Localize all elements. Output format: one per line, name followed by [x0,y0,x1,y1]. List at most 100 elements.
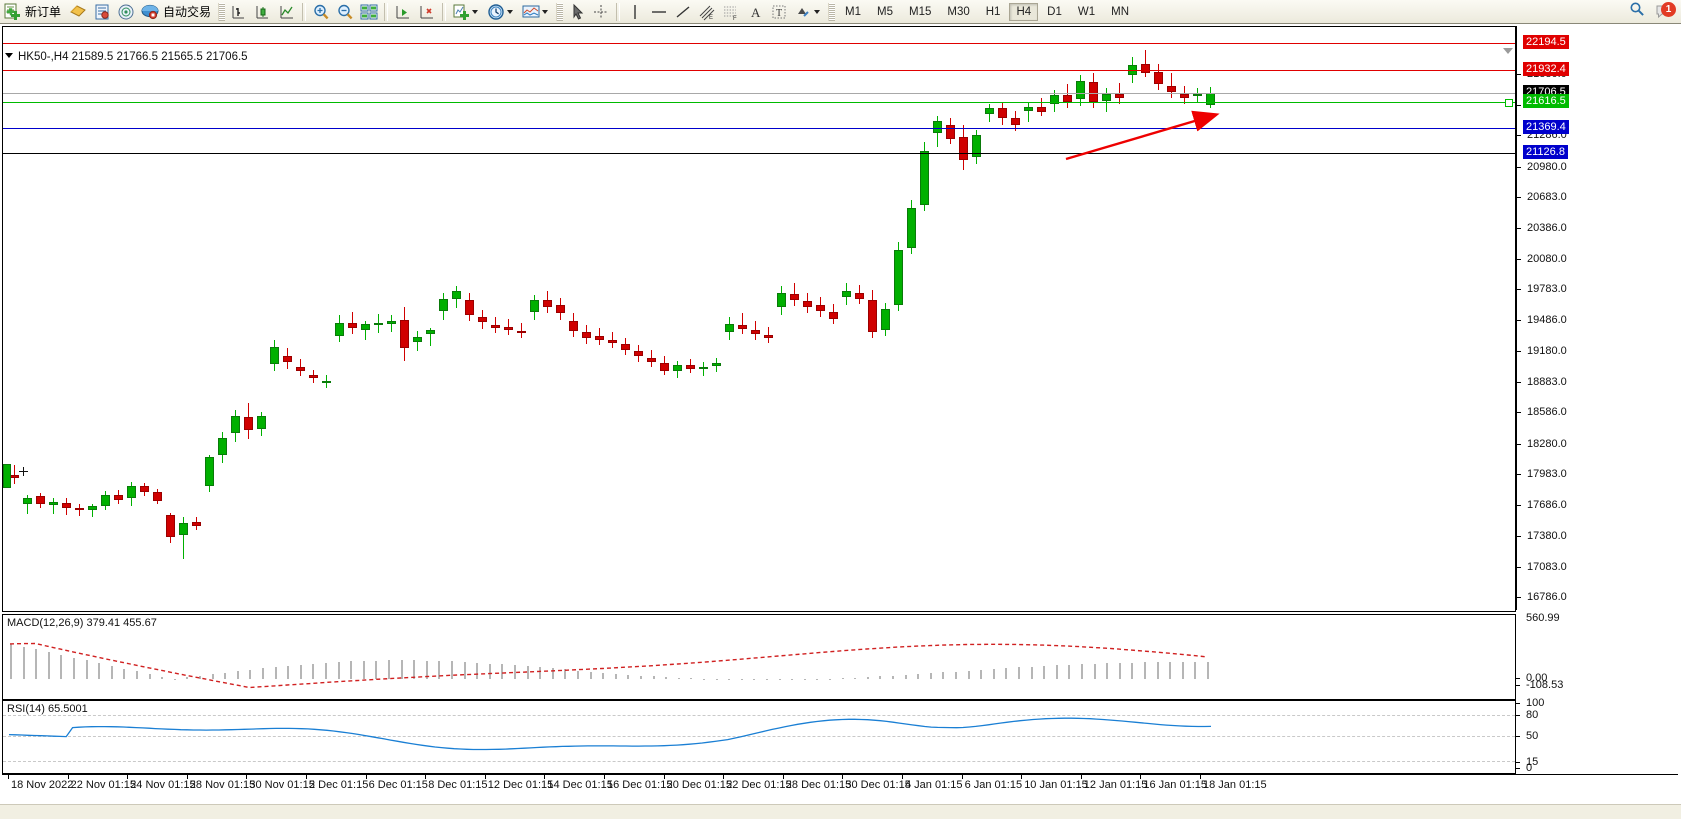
price-tick-label: 20386.0 [1527,221,1567,234]
candlestick [1063,27,1072,611]
notification-badge: 1 [1661,1,1676,17]
zoom-out-button[interactable] [333,1,357,22]
notifications-button[interactable]: 1 [1655,1,1676,20]
equidistant-channel-icon: E [697,3,717,21]
macd-histogram-bar [640,675,642,679]
candlestick [894,27,903,611]
equidistant-channel-button[interactable]: E [695,1,719,22]
date-tick-label: 16 Dec 01:15 [607,779,673,791]
price-tick-label: 17380.0 [1527,530,1567,543]
period-button[interactable] [484,1,519,22]
horizontal-scrollbar[interactable] [0,804,1681,819]
new-order-button[interactable]: 新订单 [0,1,66,22]
timeframe-h4[interactable]: H4 [1009,2,1039,21]
macd-histogram-bar [1169,662,1172,679]
timeframe-m1[interactable]: M1 [845,5,862,18]
rsi-pane[interactable]: RSI(14) 65.5001 [2,700,1516,774]
price-level-line-21616.5[interactable] [3,102,1515,104]
timeframe-mn[interactable]: MN [1111,5,1129,18]
chart-area[interactable]: HK50-,H4 21589.5 21766.5 21565.5 21706.5… [0,23,1681,825]
price-label-line-label-blue[interactable]: 21369.4 [1523,119,1569,134]
price-level-line-21126.8[interactable] [3,152,1515,154]
price-label-line-label-red[interactable]: 21932.4 [1523,61,1569,76]
date-tick-label: 12 Jan 01:15 [1083,779,1148,791]
toolbar-grip-3[interactable] [828,2,836,21]
fibonacci-button[interactable]: F [719,1,743,22]
tile-windows-button[interactable] [357,1,381,22]
candlestick [621,27,630,611]
auto-scroll-button[interactable] [391,1,415,22]
candlestick [517,27,526,611]
price-tick-label: 17083.0 [1527,560,1567,573]
data-window-button[interactable] [90,1,114,22]
period-dropdown-caret[interactable] [507,9,514,14]
text-label-button[interactable]: T [767,1,791,22]
price-label-line-label-blue[interactable]: 21126.8 [1523,144,1568,159]
cursor-button[interactable] [565,1,589,22]
text-button[interactable]: A [743,1,767,22]
macd-tick-mark [1516,678,1520,679]
indicators-button[interactable] [449,1,484,22]
macd-histogram-bar [589,671,592,679]
objects-dropdown-caret[interactable] [814,9,821,14]
price-level-line-21706.5[interactable] [3,93,1515,95]
date-axis[interactable]: 18 Nov 2022 22 Nov 01:15 24 Nov 01:15 28 No… [2,774,1678,805]
autotrading-button[interactable]: 自动交易 [138,1,216,22]
indicators-dropdown-caret[interactable] [472,9,479,14]
expert-advisors-button[interactable] [66,1,90,22]
chart-collapse-icon[interactable] [5,53,13,58]
price-tick-mark [1517,74,1521,76]
price-scale[interactable]: 21880.021583.021286.020980.020683.020386… [1516,26,1681,610]
cursor-icon [567,3,587,21]
timeframe-m5[interactable]: M5 [877,5,893,18]
templates-dropdown-caret[interactable] [542,9,549,14]
templates-button[interactable] [519,1,554,22]
candlestick [231,27,240,611]
crosshair-button[interactable] [589,1,613,22]
zoom-in-button[interactable] [309,1,333,22]
timeframe-m15[interactable]: M15 [909,5,932,18]
search-icon[interactable] [1629,1,1645,22]
candlestick-chart-button[interactable] [251,1,275,22]
price-chart-pane[interactable] [2,26,1516,612]
vertical-line-button[interactable] [623,1,647,22]
candlestick [478,27,487,611]
horizontal-line-button[interactable] [647,1,671,22]
date-tick-label: 6 Jan 01:15 [964,779,1023,791]
macd-histogram-bar [816,678,819,680]
price-level-line-22194.5[interactable] [3,42,1515,44]
toolbar-grip-2[interactable] [556,2,564,21]
timeframe-w1[interactable]: W1 [1077,5,1096,18]
candlestick [75,27,84,611]
chart-shift-button[interactable] [415,1,439,22]
macd-pane[interactable]: MACD(12,26,9) 379.41 455.67 [2,614,1516,700]
macd-histogram-bar [1068,664,1071,679]
level-drag-handle[interactable] [1505,99,1513,108]
timeframe-m30[interactable]: M30 [947,5,970,18]
timeframe-h1[interactable]: H1 [985,5,1001,18]
candlestick [62,27,71,611]
date-tick-label: 4 Jan 01:15 [905,779,963,791]
date-tick-mark [306,775,307,779]
line-chart-button[interactable] [275,1,299,22]
price-tick-label: 18280.0 [1527,437,1567,450]
trendline-button[interactable] [671,1,695,22]
price-label-line-label-green[interactable]: 21616.5 [1523,94,1569,109]
price-level-line-21369.4[interactable] [3,127,1515,129]
macd-histogram-bar [514,665,516,679]
date-tick-mark [246,775,248,779]
candlestick [244,27,253,611]
candlestick [166,27,175,611]
candlestick [738,27,747,611]
objects-button[interactable] [791,1,826,22]
autotrading-icon [140,3,160,21]
price-level-line-21932.4[interactable] [3,69,1515,71]
chart-shift-icon [417,3,437,21]
timeframe-d1[interactable]: D1 [1047,5,1062,18]
navigator-button[interactable] [114,1,138,22]
toolbar-grip[interactable] [218,2,226,21]
macd-histogram-bar [98,663,101,679]
macd-histogram-bar [665,677,668,679]
price-label-line-label-red-top[interactable]: 22194.5 [1523,34,1569,49]
bar-chart-button[interactable] [227,1,251,22]
